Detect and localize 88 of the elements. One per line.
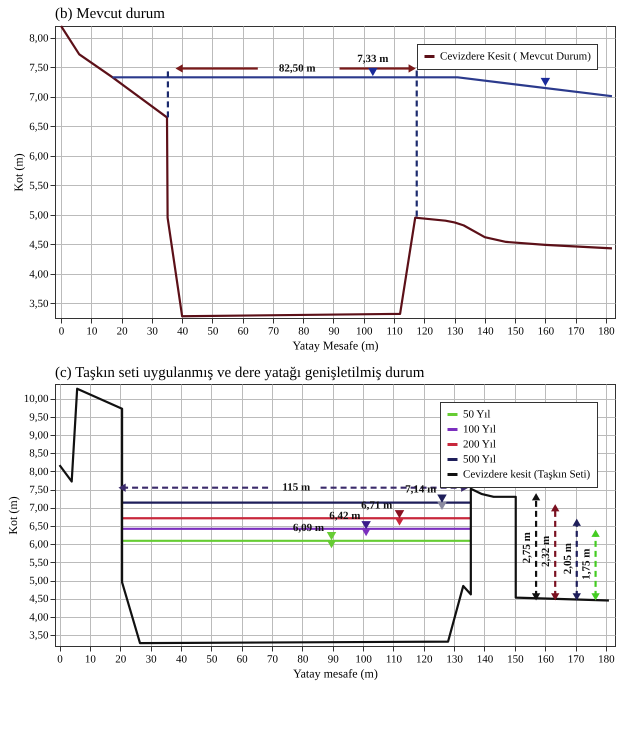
y-tick-label: 7,00 [29, 502, 49, 514]
line-series [58, 388, 610, 644]
legend-label: Cevizdere kesit (Taşkın Seti) [463, 468, 591, 480]
x-tick-label: 0 [58, 326, 65, 338]
x-tick-label: 80 [298, 326, 310, 338]
x-tick-label: 90 [328, 326, 340, 338]
x-tick-label: 170 [568, 326, 585, 338]
chart-title: (b) Mevcut durum [55, 6, 166, 22]
x-tick-label: 10 [84, 654, 96, 666]
x-axis-title: Yatay Mesafe (m) [292, 338, 379, 352]
y-tick-label: 8,00 [29, 32, 49, 44]
x-tick-label: 50 [206, 654, 218, 666]
y-tick-label: 5,00 [29, 575, 49, 587]
annotation: 2,05 m [562, 543, 574, 574]
x-tick-label: 40 [177, 326, 189, 338]
y-tick-label: 5,00 [29, 209, 49, 222]
y-tick-label: 9,00 [29, 429, 49, 442]
x-tick-label: 170 [568, 654, 585, 666]
annotation: 2,32 m [540, 536, 552, 567]
x-tick-label: 130 [446, 326, 464, 338]
annotation: 1,75 m [580, 548, 593, 580]
legend-label: 100 Yıl [463, 424, 496, 436]
x-tick-label: 20 [115, 654, 127, 666]
x-tick-label: 20 [116, 326, 128, 338]
x-tick-label: 180 [598, 654, 616, 666]
y-tick-label: 7,00 [29, 91, 49, 104]
x-axis-title: Yatay mesafe (m) [293, 666, 378, 680]
annotation: 7,33 m [357, 53, 388, 66]
x-tick-label: 50 [207, 326, 219, 338]
y-tick-label: 9,50 [29, 411, 49, 424]
y-tick-label: 5,50 [29, 556, 49, 569]
x-tick-label: 140 [476, 654, 494, 666]
annotation: 115 m [282, 482, 310, 494]
legend-label: 500 Yıl [463, 454, 496, 466]
x-tick-label: 140 [477, 326, 494, 338]
y-tick-label: 4,00 [29, 611, 49, 624]
x-tick-label: 180 [598, 326, 616, 338]
y-tick-label: 5,50 [29, 180, 49, 192]
x-tick-label: 160 [538, 326, 555, 338]
y-axis-title: Kot (m) [11, 153, 26, 192]
x-tick-label: 30 [146, 654, 158, 666]
y-tick-label: 7,50 [29, 62, 49, 74]
y-tick-label: 7,50 [29, 484, 49, 496]
x-tick-label: 120 [416, 654, 434, 666]
x-tick-label: 130 [446, 654, 464, 666]
x-tick-label: 60 [236, 654, 248, 666]
y-tick-label: 10,00 [24, 393, 49, 406]
x-tick-label: 80 [297, 654, 309, 666]
y-tick-label: 8,00 [29, 466, 49, 478]
point [394, 510, 404, 518]
x-tick-label: 90 [328, 654, 340, 666]
y-tick-label: 3,50 [29, 630, 49, 642]
x-tick-label: 30 [146, 326, 158, 338]
x-tick-label: 60 [238, 326, 250, 338]
x-tick-label: 40 [176, 654, 188, 666]
legend-label: 50 Yıl [463, 408, 490, 420]
x-tick-label: 70 [268, 326, 280, 338]
x-tick-label: 120 [416, 326, 434, 338]
x-tick-label: 110 [386, 654, 402, 666]
point [437, 502, 447, 510]
annotation: 2,75 m [521, 532, 534, 564]
x-tick-label: 150 [507, 654, 524, 666]
y-tick-label: 6,50 [29, 520, 49, 532]
point [368, 68, 378, 76]
legend-label: 200 Yıl [463, 438, 496, 450]
x-tick-label: 0 [57, 654, 64, 666]
x-tick-label: 100 [356, 326, 374, 338]
y-tick-label: 4,50 [29, 593, 49, 606]
line-series [60, 24, 614, 318]
legend-label: Cevizdere Kesit ( Mevcut Durum) [440, 50, 592, 62]
x-tick-label: 110 [386, 326, 404, 338]
x-tick-label: 160 [537, 654, 554, 666]
y-tick-label: 8,50 [29, 448, 49, 460]
y-tick-label: 6,00 [29, 538, 49, 551]
x-tick-label: 100 [355, 654, 372, 666]
point [540, 78, 550, 86]
y-tick-label: 6,00 [29, 150, 49, 162]
annotation: 82,50 m [278, 62, 316, 74]
y-tick-label: 4,00 [29, 268, 49, 280]
x-tick-label: 70 [267, 654, 279, 666]
chart-title: (c) Taşkın seti uygulanmış ve dere yatağı genişletilmiş durum [55, 365, 425, 381]
y-axis-title: Kot (m) [6, 496, 20, 535]
y-tick-label: 3,50 [29, 298, 49, 310]
point [361, 521, 371, 530]
y-tick-label: 4,50 [29, 238, 49, 251]
y-tick-label: 6,50 [29, 120, 49, 133]
x-tick-label: 150 [507, 326, 524, 338]
x-tick-label: 10 [86, 326, 98, 338]
